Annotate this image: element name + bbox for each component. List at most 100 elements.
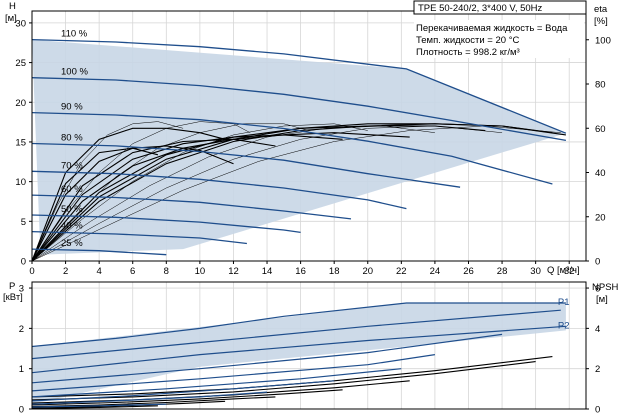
npsh-curve — [31, 361, 536, 401]
head-tick-label: 30 — [15, 18, 26, 29]
flow-axis-ticks: 0 2 4 6 8 10 12 14 16 18 20 22 24 26 28 30 32 — [29, 261, 574, 277]
power-curve — [31, 333, 503, 384]
speed-curve-labels: 110 % 100 % 90 % 80 % 70 % 60 % 50 % 40 % 25 % — [61, 29, 88, 250]
speed-curve-label: 110 % — [61, 29, 88, 40]
head-axis-unit: [м] — [5, 13, 17, 24]
npsh-tick-label: 6 — [595, 284, 600, 295]
power-curve — [31, 325, 566, 374]
speed-curve — [31, 111, 553, 185]
flow-tick-label: 20 — [363, 266, 374, 277]
efficiency-thin-curve — [31, 121, 251, 262]
temperature-info-line: Темп. жидкости = 20 °C — [416, 35, 519, 46]
fluid-info-line: Перекачиваемая жидкость = Вода — [416, 23, 568, 34]
power-series-labels: P1 P2 — [558, 297, 570, 331]
power-axis-label: P — [9, 281, 15, 292]
npsh-curve — [31, 389, 343, 406]
speed-curve-label: 100 % — [61, 67, 88, 78]
flow-tick-label: 16 — [295, 266, 306, 277]
head-tick-label: 10 — [15, 177, 26, 188]
efficiency-tick-label: 60 — [595, 124, 606, 135]
npsh-curve — [31, 396, 276, 408]
efficiency-curve — [31, 125, 486, 262]
npsh-axis-unit: [м] — [596, 294, 608, 305]
flow-tick-label: 22 — [396, 266, 407, 277]
efficiency-thin-curve — [31, 125, 561, 262]
head-tick-label: 5 — [21, 217, 26, 228]
efficiency-axis-unit: [%] — [594, 16, 608, 27]
efficiency-tick-label: 80 — [595, 80, 606, 91]
efficiency-tick-label: 20 — [595, 212, 606, 223]
speed-curve — [31, 170, 407, 210]
efficiency-curve — [31, 132, 410, 262]
power-range-band — [32, 303, 566, 405]
density-info-line: Плотность = 998.2 кг/м³ — [416, 47, 520, 58]
power-tick-label: 1 — [19, 364, 24, 375]
flow-tick-label: 10 — [195, 266, 206, 277]
head-tick-label: 15 — [15, 138, 26, 149]
npsh-tick-label: 2 — [595, 364, 600, 375]
power-curve — [31, 403, 167, 408]
head-plot-frame — [31, 10, 587, 262]
efficiency-thin-curve — [31, 123, 310, 262]
efficiency-curve — [31, 147, 159, 262]
speed-curve-label: 50 % — [61, 204, 83, 215]
speed-curve-label: 80 % — [61, 133, 83, 144]
flow-axis-label: Q [м³/ч] — [547, 265, 580, 276]
power-curves — [31, 302, 566, 408]
flow-tick-label: 8 — [164, 266, 169, 277]
npsh-axis-ticks: 0 2 4 6 — [586, 284, 600, 416]
speed-curve — [31, 142, 461, 188]
flow-tick-label: 18 — [329, 266, 340, 277]
speed-curve — [31, 214, 301, 234]
efficiency-axis-ticks: 0 20 40 60 80 100 — [586, 35, 611, 268]
efficiency-curve — [31, 134, 343, 262]
speed-curve-label: 70 % — [61, 160, 83, 171]
power-curve — [31, 354, 435, 392]
speed-curve-label: 25 % — [61, 238, 83, 249]
speed-curve-label: 90 % — [61, 102, 83, 113]
flow-tick-label: 4 — [97, 266, 102, 277]
power-axis-ticks: 0 1 2 3 — [19, 284, 32, 416]
power-curve — [31, 391, 268, 405]
power-tick-label: 2 — [19, 324, 24, 335]
speed-curve — [31, 194, 352, 220]
chart-title: TPE 50-240/2, 3*400 V, 50Hz — [418, 3, 543, 14]
efficiency-axis-label: eta — [594, 4, 608, 15]
power-axis-unit: [кВт] — [3, 292, 23, 303]
flow-tick-label: 28 — [497, 266, 508, 277]
flow-tick-label: 0 — [29, 266, 34, 277]
speed-curve — [31, 248, 167, 256]
head-axis-ticks: 0 5 10 15 20 25 30 — [15, 18, 32, 268]
power-tick-label: 0 — [19, 405, 24, 416]
power-operating-range — [32, 303, 566, 405]
speed-curve — [31, 38, 567, 134]
flow-tick-label: 30 — [530, 266, 541, 277]
title-box — [413, 0, 587, 15]
npsh-tick-label: 0 — [595, 405, 600, 416]
power-series-label: P2 — [558, 320, 570, 331]
flow-tick-label: 32 — [564, 266, 575, 277]
power-npsh-plot: P1 P2 0 1 2 3 0 2 4 6 P [кВт] NPSH [м] — [3, 281, 619, 416]
head-efficiency-plot: 110 % 100 % 90 % 80 % 70 % 60 % 50 % 40 % 25 % 0… — [5, 0, 611, 277]
power-curve — [31, 302, 566, 348]
head-tick-label: 25 — [15, 58, 26, 69]
efficiency-tick-label: 0 — [595, 257, 600, 268]
efficiency-tick-label: 100 — [595, 35, 611, 46]
flow-tick-label: 2 — [63, 266, 68, 277]
head-tick-label: 20 — [15, 98, 26, 109]
power-curve — [31, 380, 335, 402]
power-series-label: P1 — [558, 297, 570, 308]
power-curve — [31, 368, 402, 398]
head-speed-curves — [31, 38, 567, 256]
flow-tick-label: 26 — [463, 266, 474, 277]
power-curve — [31, 309, 561, 360]
npsh-axis-label: NPSH — [592, 282, 619, 293]
head-axis-label: H — [9, 1, 16, 12]
speed-curve-label: 60 % — [61, 184, 83, 195]
speed-curve — [31, 230, 247, 245]
flow-tick-label: 14 — [262, 266, 273, 277]
fluid-info-box — [414, 20, 584, 58]
flow-tick-label: 12 — [228, 266, 239, 277]
speed-curve-label: 40 % — [61, 221, 83, 232]
